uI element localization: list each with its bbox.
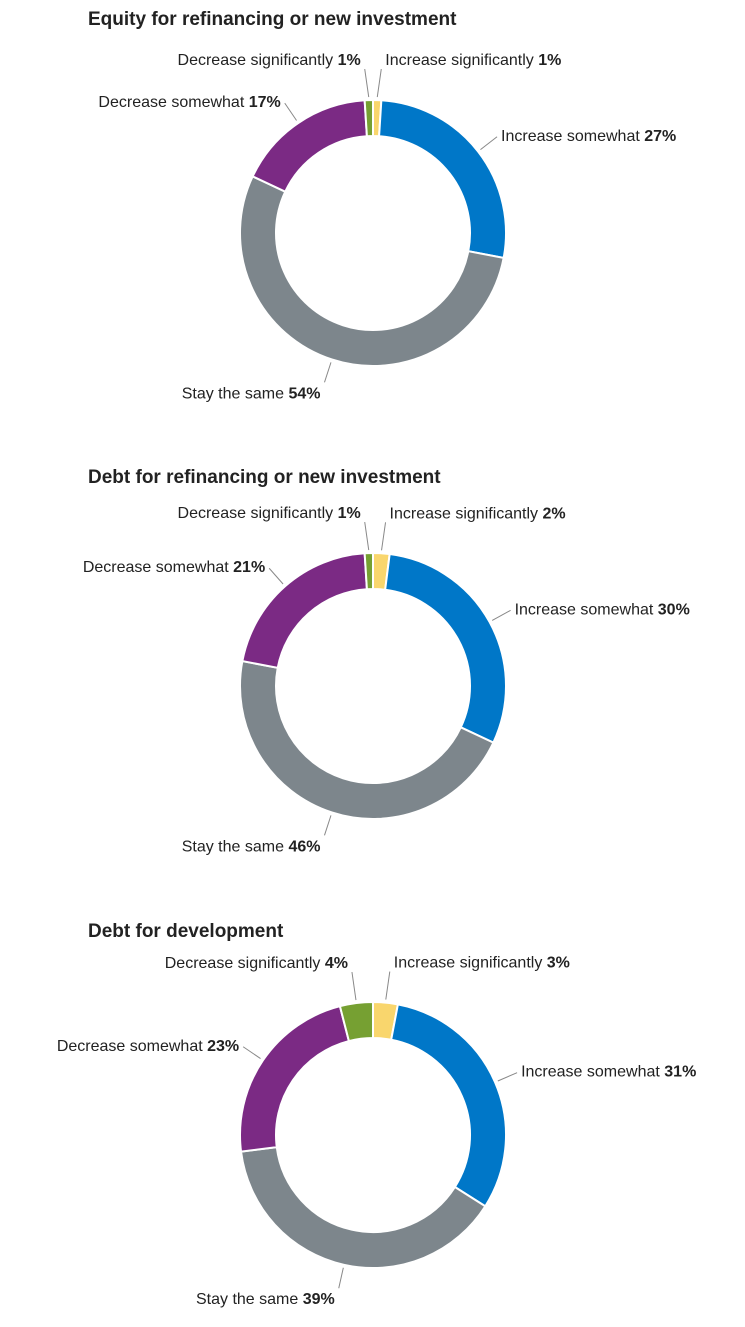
slice-category: Increase somewhat: [501, 128, 640, 145]
slice-value: 3%: [547, 955, 570, 972]
leader-line: [324, 362, 332, 383]
slice-label: Decrease somewhat 23%: [57, 1038, 239, 1055]
leader-line: [351, 972, 357, 1001]
donut-slice: [378, 99, 507, 260]
donut-slice: [363, 551, 374, 591]
slice-label: Stay the same 54%: [182, 386, 321, 403]
slice-label: Increase significantly 1%: [385, 52, 561, 69]
slice-label: Increase significantly 3%: [394, 955, 570, 972]
slice-value: 54%: [288, 386, 320, 403]
donut-slice: [338, 1000, 374, 1043]
slice-label: Decrease somewhat 17%: [98, 94, 280, 111]
slice-category: Increase significantly: [385, 52, 534, 69]
donut-slice: [239, 1004, 351, 1153]
slice-category: Stay the same: [182, 839, 284, 856]
chart-title: Debt for refinancing or new investment: [88, 467, 441, 488]
slice-label: Increase somewhat 27%: [501, 128, 676, 145]
donut-slice: [239, 1146, 487, 1270]
leader-line: [497, 1072, 518, 1082]
slice-value: 1%: [338, 52, 361, 69]
slice-label: Increase significantly 2%: [390, 505, 566, 522]
slice-category: Increase somewhat: [521, 1064, 660, 1081]
slice-label: Increase somewhat 30%: [515, 602, 690, 619]
slice-value: 2%: [543, 505, 566, 522]
slice-category: Increase somewhat: [515, 602, 654, 619]
slice-label: Stay the same 46%: [182, 839, 321, 856]
donut-slice: [239, 659, 495, 820]
slice-label: Decrease somewhat 21%: [83, 559, 265, 576]
chart-title: Equity for refinancing or new investment: [88, 9, 457, 30]
slice-category: Decrease significantly: [178, 505, 334, 522]
leader-line: [338, 1267, 344, 1289]
slice-category: Stay the same: [182, 386, 284, 403]
leader-line: [364, 68, 370, 98]
slice-label: Decrease significantly 1%: [178, 505, 361, 522]
slice-category: Decrease somewhat: [98, 94, 244, 111]
leader-line: [480, 136, 498, 151]
donut-slice: [251, 99, 368, 194]
slice-category: Decrease somewhat: [57, 1038, 203, 1055]
leader-line: [324, 815, 332, 836]
slice-category: Increase significantly: [390, 505, 539, 522]
slice-label: Increase somewhat 31%: [521, 1064, 696, 1081]
slice-category: Decrease significantly: [165, 955, 321, 972]
slice-label: Decrease significantly 4%: [165, 955, 348, 972]
slice-label: Stay the same 39%: [196, 1291, 335, 1308]
leader-line: [385, 971, 391, 1000]
slice-value: 21%: [233, 559, 265, 576]
leader-line: [268, 567, 284, 585]
slice-value: 1%: [338, 505, 361, 522]
slice-value: 17%: [249, 94, 281, 111]
donut-slice: [363, 98, 374, 138]
slice-value: 23%: [207, 1038, 239, 1055]
donut-slice: [384, 552, 507, 744]
slice-value: 27%: [644, 128, 676, 145]
leader-line: [491, 609, 511, 621]
donut-slice: [239, 175, 505, 367]
slice-value: 1%: [538, 52, 561, 69]
slice-category: Increase significantly: [394, 955, 543, 972]
slice-value: 46%: [288, 839, 320, 856]
slice-category: Decrease significantly: [178, 52, 334, 69]
slice-value: 30%: [658, 602, 690, 619]
slice-value: 31%: [664, 1064, 696, 1081]
leader-line: [242, 1046, 261, 1059]
chart-title: Debt for development: [88, 921, 284, 942]
donut-slice: [390, 1003, 507, 1208]
leader-line: [284, 102, 297, 121]
leader-line: [376, 68, 382, 98]
slice-value: 4%: [325, 955, 348, 972]
leader-line: [381, 522, 387, 551]
slice-label: Decrease significantly 1%: [178, 52, 361, 69]
slice-category: Stay the same: [196, 1291, 298, 1308]
leader-line: [364, 521, 370, 551]
slice-value: 39%: [303, 1291, 335, 1308]
slice-category: Decrease somewhat: [83, 559, 229, 576]
